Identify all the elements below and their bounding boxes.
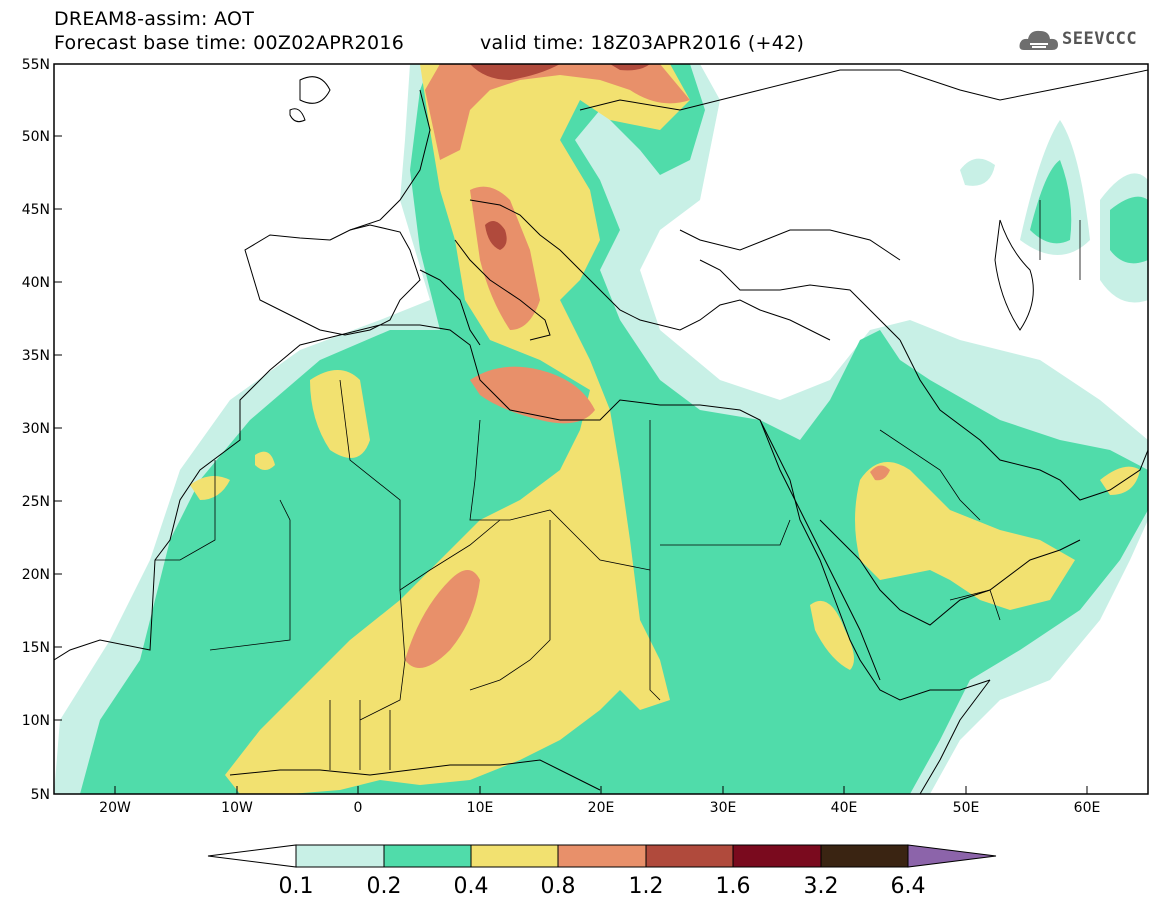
colorbar-labels: 0.1 0.2 0.4 0.8 1.2 1.6 3.2 6.4 bbox=[279, 874, 926, 899]
aot-level-5 bbox=[470, 64, 650, 250]
colorbar-tick-label: 0.4 bbox=[454, 874, 489, 899]
logo-text: SEEVCCC bbox=[1062, 29, 1138, 49]
graticule-ticks bbox=[54, 135, 1088, 794]
lon-label: 10E bbox=[467, 800, 494, 816]
aot-level-3 bbox=[190, 64, 1140, 794]
colorbar-low-arrow bbox=[207, 844, 297, 868]
colorbar-high-arrow bbox=[907, 844, 997, 868]
lat-label: 50N bbox=[22, 129, 50, 145]
colorbar-tick-label: 0.1 bbox=[279, 874, 314, 899]
colorbar-tick-label: 1.6 bbox=[716, 874, 751, 899]
lat-label: 45N bbox=[22, 202, 50, 218]
longitude-labels: 20W 10W 0 10E 20E 30E 40E 50E 60E bbox=[99, 800, 1100, 816]
lon-label: 10W bbox=[221, 800, 253, 816]
coastlines bbox=[54, 69, 1148, 794]
colorbar-bin bbox=[470, 844, 559, 868]
colorbar-bin bbox=[383, 844, 472, 868]
lat-label: 35N bbox=[22, 348, 50, 364]
colorbar-bin bbox=[820, 844, 909, 868]
forecast-base-time: Forecast base time: 00Z02APR2016 bbox=[54, 32, 405, 54]
lon-label: 30E bbox=[710, 800, 737, 816]
colorbar-tick-label: 0.2 bbox=[367, 874, 402, 899]
lat-label: 25N bbox=[22, 494, 50, 510]
colorbar-tick-label: 1.2 bbox=[629, 874, 664, 899]
colorbar bbox=[207, 844, 997, 868]
lat-label: 5N bbox=[31, 787, 50, 803]
colorbar-tick-label: 6.4 bbox=[891, 874, 926, 899]
lon-label: 20W bbox=[99, 800, 131, 816]
colorbar-bin bbox=[295, 844, 385, 868]
lon-label: 20E bbox=[588, 800, 615, 816]
forecast-valid-time: valid time: 18Z03APR2016 (+42) bbox=[480, 32, 805, 54]
colorbar-bin bbox=[557, 844, 647, 868]
lat-label: 30N bbox=[22, 421, 50, 437]
lat-label: 40N bbox=[22, 275, 50, 291]
map-subtitle: Forecast base time: 00Z02APR2016 valid t… bbox=[54, 32, 804, 98]
lon-label: 40E bbox=[831, 800, 858, 816]
cloud-icon bbox=[1019, 30, 1058, 50]
country-borders bbox=[155, 200, 1081, 770]
colorbar-bin bbox=[732, 844, 822, 868]
lat-label: 20N bbox=[22, 567, 50, 583]
lon-label: 60E bbox=[1074, 800, 1101, 816]
aot-contours bbox=[54, 64, 1148, 794]
latitude-labels: 55N 50N 45N 40N 35N 30N 25N 20N 15N 10N … bbox=[22, 57, 50, 803]
lat-label: 10N bbox=[22, 713, 50, 729]
colorbar-tick-label: 3.2 bbox=[804, 874, 839, 899]
aot-level-4 bbox=[405, 64, 890, 668]
seevccc-logo: SEEVCCC bbox=[1018, 26, 1158, 56]
map-frame bbox=[53, 63, 1149, 795]
lon-label: 50E bbox=[953, 800, 980, 816]
colorbar-tick-label: 0.8 bbox=[541, 874, 576, 899]
lat-label: 55N bbox=[22, 57, 50, 73]
lat-label: 15N bbox=[22, 640, 50, 656]
lon-label: 0 bbox=[354, 800, 363, 816]
colorbar-bin bbox=[645, 844, 734, 868]
map-title: DREAM8-assim: AOT bbox=[54, 8, 255, 30]
